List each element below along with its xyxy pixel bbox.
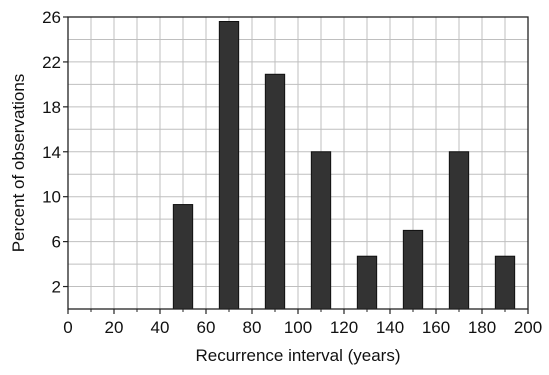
bar-50 bbox=[172, 204, 194, 310]
x-tick-label: 40 bbox=[151, 318, 170, 337]
x-tick-label: 160 bbox=[422, 318, 450, 337]
x-tick-label: 120 bbox=[330, 318, 358, 337]
y-axis-title: Percent of observations bbox=[9, 74, 28, 253]
y-tick-label: 22 bbox=[42, 53, 61, 72]
x-tick-label: 200 bbox=[514, 318, 542, 337]
x-tick-label: 100 bbox=[284, 318, 312, 337]
x-axis-title: Recurrence interval (years) bbox=[195, 346, 400, 365]
axis-ticks bbox=[63, 16, 529, 314]
y-tick-label: 26 bbox=[42, 8, 61, 27]
y-tick-label: 2 bbox=[52, 278, 61, 297]
y-tick-label: 6 bbox=[52, 233, 61, 252]
y-tick-label: 10 bbox=[42, 188, 61, 207]
bar-130 bbox=[356, 255, 378, 310]
y-tick-label: 18 bbox=[42, 98, 61, 117]
bar-150 bbox=[402, 229, 424, 310]
x-tick-label: 140 bbox=[376, 318, 404, 337]
bar-190 bbox=[494, 255, 516, 310]
y-tick-label: 14 bbox=[42, 143, 61, 162]
bar-170 bbox=[448, 151, 470, 310]
bar-110 bbox=[310, 151, 332, 310]
bar-70 bbox=[218, 20, 240, 310]
x-tick-label: 20 bbox=[105, 318, 124, 337]
x-tick-label: 180 bbox=[468, 318, 496, 337]
bar-90 bbox=[264, 73, 286, 310]
bars bbox=[172, 20, 516, 310]
x-tick-label: 60 bbox=[197, 318, 216, 337]
x-tick-label: 0 bbox=[63, 318, 72, 337]
x-tick-label: 80 bbox=[243, 318, 262, 337]
